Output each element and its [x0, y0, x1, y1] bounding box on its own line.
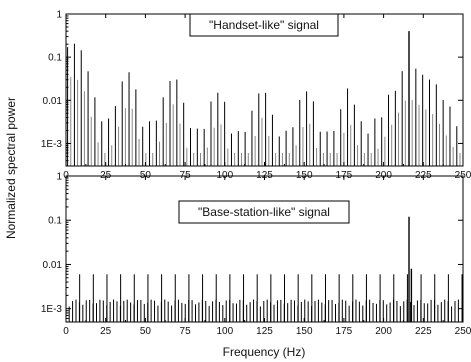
panels: 0 25 50 75 100 125 150 175 200 225 250 1 0.1 0.01 1E-3…: [41, 10, 471, 338]
plot-frame: [65, 175, 464, 323]
x-tick-label: 125: [256, 326, 273, 337]
chart-panel-2: 0 25 50 75 100 125 150 175 200 225 250 1 0.1 0.01 1E-3…: [41, 172, 471, 338]
y-tick-label: 0.1: [48, 53, 62, 64]
chart-panel-1: 025507510012515017520022525010.10.011E-3…: [41, 10, 471, 182]
y-axis-title: Normalized spectral power: [4, 97, 18, 239]
y-tick-label: 1: [56, 10, 62, 21]
x-tick-label: 50: [140, 326, 152, 337]
x-axis-title: Frequency (Hz): [223, 345, 306, 359]
spectral-fill-lines: [70, 76, 461, 166]
y-tick-label: 0.1: [48, 216, 62, 227]
spectral-lines: [67, 31, 458, 166]
y-tick-label: 1E-3: [41, 139, 63, 150]
x-tick-label: 200: [375, 326, 392, 337]
x-tick-label: 175: [336, 326, 353, 337]
x-tick-label: 75: [180, 326, 192, 337]
x-tick-label: 0: [63, 326, 69, 337]
panel-title: "Handset-like" signal: [209, 18, 319, 32]
x-tick-label: 250: [455, 326, 471, 337]
y-tick-label: 1: [56, 172, 62, 183]
y-tick-label: 0.01: [43, 260, 63, 271]
spectral-lines: [68, 216, 463, 322]
panel-title: "Base-station-like" signal: [198, 205, 330, 219]
x-tick-label: 225: [415, 326, 432, 337]
x-tick-label: 150: [296, 326, 313, 337]
y-tick-label: 0.01: [43, 96, 63, 107]
panel-title-box: [189, 13, 339, 37]
x-tick-label: 25: [100, 326, 112, 337]
x-tick-label: 100: [216, 326, 233, 337]
panel-title-box: [178, 200, 350, 224]
y-tick-label: 1E-3: [41, 304, 63, 315]
